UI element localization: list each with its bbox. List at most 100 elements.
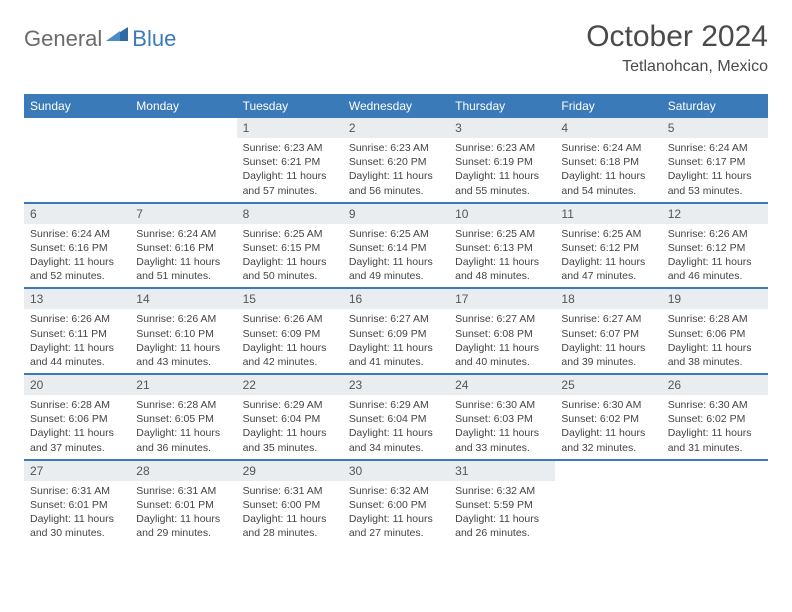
daylight-text: Daylight: 11 hours and 37 minutes.: [30, 426, 124, 454]
sunset-text: Sunset: 6:04 PM: [349, 412, 443, 426]
sunset-text: Sunset: 6:03 PM: [455, 412, 549, 426]
daylight-text: Daylight: 11 hours and 33 minutes.: [455, 426, 549, 454]
sunset-text: Sunset: 6:00 PM: [349, 498, 443, 512]
daylight-text: Daylight: 11 hours and 56 minutes.: [349, 169, 443, 197]
day-cell: [24, 118, 130, 203]
daylight-text: Daylight: 11 hours and 54 minutes.: [561, 169, 655, 197]
sunset-text: Sunset: 6:12 PM: [668, 241, 762, 255]
daylight-text: Daylight: 11 hours and 34 minutes.: [349, 426, 443, 454]
day-cell: 27Sunrise: 6:31 AMSunset: 6:01 PMDayligh…: [24, 460, 130, 545]
day-number: 14: [130, 289, 236, 309]
day-body: Sunrise: 6:32 AMSunset: 5:59 PMDaylight:…: [449, 481, 555, 545]
day-body: Sunrise: 6:26 AMSunset: 6:12 PMDaylight:…: [662, 224, 768, 288]
logo-text-general: General: [24, 26, 102, 52]
day-body: Sunrise: 6:26 AMSunset: 6:10 PMDaylight:…: [130, 309, 236, 373]
sunrise-text: Sunrise: 6:31 AM: [243, 484, 337, 498]
sunrise-text: Sunrise: 6:25 AM: [349, 227, 443, 241]
day-number: 8: [237, 204, 343, 224]
sunrise-text: Sunrise: 6:26 AM: [668, 227, 762, 241]
day-body: Sunrise: 6:25 AMSunset: 6:15 PMDaylight:…: [237, 224, 343, 288]
day-body: Sunrise: 6:31 AMSunset: 6:00 PMDaylight:…: [237, 481, 343, 545]
sunrise-text: Sunrise: 6:26 AM: [30, 312, 124, 326]
day-cell: 19Sunrise: 6:28 AMSunset: 6:06 PMDayligh…: [662, 288, 768, 374]
sunset-text: Sunset: 6:12 PM: [561, 241, 655, 255]
day-body: Sunrise: 6:28 AMSunset: 6:05 PMDaylight:…: [130, 395, 236, 459]
day-header: Sunday: [24, 94, 130, 118]
sunset-text: Sunset: 6:02 PM: [561, 412, 655, 426]
daylight-text: Daylight: 11 hours and 44 minutes.: [30, 341, 124, 369]
day-body: Sunrise: 6:29 AMSunset: 6:04 PMDaylight:…: [237, 395, 343, 459]
sunrise-text: Sunrise: 6:27 AM: [349, 312, 443, 326]
day-body: Sunrise: 6:25 AMSunset: 6:12 PMDaylight:…: [555, 224, 661, 288]
title-block: October 2024 Tetlanohcan, Mexico: [586, 20, 768, 76]
day-cell: 21Sunrise: 6:28 AMSunset: 6:05 PMDayligh…: [130, 374, 236, 460]
day-header: Tuesday: [237, 94, 343, 118]
sunrise-text: Sunrise: 6:25 AM: [455, 227, 549, 241]
sunrise-text: Sunrise: 6:26 AM: [136, 312, 230, 326]
daylight-text: Daylight: 11 hours and 40 minutes.: [455, 341, 549, 369]
day-cell: 16Sunrise: 6:27 AMSunset: 6:09 PMDayligh…: [343, 288, 449, 374]
day-number: 21: [130, 375, 236, 395]
day-body: Sunrise: 6:24 AMSunset: 6:16 PMDaylight:…: [24, 224, 130, 288]
day-cell: 15Sunrise: 6:26 AMSunset: 6:09 PMDayligh…: [237, 288, 343, 374]
day-cell: 13Sunrise: 6:26 AMSunset: 6:11 PMDayligh…: [24, 288, 130, 374]
day-body: Sunrise: 6:30 AMSunset: 6:02 PMDaylight:…: [555, 395, 661, 459]
sunrise-text: Sunrise: 6:30 AM: [561, 398, 655, 412]
day-cell: 5Sunrise: 6:24 AMSunset: 6:17 PMDaylight…: [662, 118, 768, 203]
day-body: Sunrise: 6:27 AMSunset: 6:08 PMDaylight:…: [449, 309, 555, 373]
day-body: Sunrise: 6:32 AMSunset: 6:00 PMDaylight:…: [343, 481, 449, 545]
day-number: 25: [555, 375, 661, 395]
day-number: 20: [24, 375, 130, 395]
sunset-text: Sunset: 6:16 PM: [30, 241, 124, 255]
day-number: 24: [449, 375, 555, 395]
day-body: Sunrise: 6:27 AMSunset: 6:09 PMDaylight:…: [343, 309, 449, 373]
day-number: 3: [449, 118, 555, 138]
day-body: Sunrise: 6:27 AMSunset: 6:07 PMDaylight:…: [555, 309, 661, 373]
sunrise-text: Sunrise: 6:28 AM: [30, 398, 124, 412]
day-cell: 11Sunrise: 6:25 AMSunset: 6:12 PMDayligh…: [555, 203, 661, 289]
day-body: Sunrise: 6:29 AMSunset: 6:04 PMDaylight:…: [343, 395, 449, 459]
day-number: 30: [343, 461, 449, 481]
day-body: Sunrise: 6:30 AMSunset: 6:02 PMDaylight:…: [662, 395, 768, 459]
day-number: 12: [662, 204, 768, 224]
day-cell: 29Sunrise: 6:31 AMSunset: 6:00 PMDayligh…: [237, 460, 343, 545]
day-number: 10: [449, 204, 555, 224]
day-cell: 9Sunrise: 6:25 AMSunset: 6:14 PMDaylight…: [343, 203, 449, 289]
day-number: 1: [237, 118, 343, 138]
sunset-text: Sunset: 6:07 PM: [561, 327, 655, 341]
week-row: 20Sunrise: 6:28 AMSunset: 6:06 PMDayligh…: [24, 374, 768, 460]
sunrise-text: Sunrise: 6:31 AM: [136, 484, 230, 498]
day-number: 11: [555, 204, 661, 224]
sunset-text: Sunset: 6:18 PM: [561, 155, 655, 169]
sunrise-text: Sunrise: 6:26 AM: [243, 312, 337, 326]
day-cell: 31Sunrise: 6:32 AMSunset: 5:59 PMDayligh…: [449, 460, 555, 545]
day-number: 23: [343, 375, 449, 395]
day-body: Sunrise: 6:23 AMSunset: 6:20 PMDaylight:…: [343, 138, 449, 202]
day-cell: 20 Sunrise: 6:28 AMSunset: 6:06 PMDayligh…: [24, 374, 130, 460]
day-body: Sunrise: 6:30 AMSunset: 6:03 PMDaylight:…: [449, 395, 555, 459]
week-row: 27Sunrise: 6:31 AMSunset: 6:01 PMDayligh…: [24, 460, 768, 545]
sunrise-text: Sunrise: 6:25 AM: [561, 227, 655, 241]
header: General Blue October 2024 Tetlanohcan, M…: [24, 20, 768, 76]
day-body: Sunrise: 6:25 AMSunset: 6:13 PMDaylight:…: [449, 224, 555, 288]
day-number: 16: [343, 289, 449, 309]
day-cell: 4Sunrise: 6:24 AMSunset: 6:18 PMDaylight…: [555, 118, 661, 203]
daylight-text: Daylight: 11 hours and 31 minutes.: [668, 426, 762, 454]
daylight-text: Daylight: 11 hours and 39 minutes.: [561, 341, 655, 369]
location-label: Tetlanohcan, Mexico: [586, 58, 768, 76]
sunset-text: Sunset: 6:21 PM: [243, 155, 337, 169]
day-body: Sunrise: 6:31 AMSunset: 6:01 PMDaylight:…: [24, 481, 130, 545]
sunrise-text: Sunrise: 6:23 AM: [349, 141, 443, 155]
sunset-text: Sunset: 6:06 PM: [30, 412, 124, 426]
sunset-text: Sunset: 6:19 PM: [455, 155, 549, 169]
sunset-text: Sunset: 6:05 PM: [136, 412, 230, 426]
day-header-row: Sunday Monday Tuesday Wednesday Thursday…: [24, 94, 768, 118]
daylight-text: Daylight: 11 hours and 36 minutes.: [136, 426, 230, 454]
day-header: Thursday: [449, 94, 555, 118]
logo: General Blue: [24, 20, 176, 52]
daylight-text: Daylight: 11 hours and 35 minutes.: [243, 426, 337, 454]
sunrise-text: Sunrise: 6:29 AM: [349, 398, 443, 412]
day-body: Sunrise: 6:26 AMSunset: 6:09 PMDaylight:…: [237, 309, 343, 373]
day-number: 17: [449, 289, 555, 309]
day-body: Sunrise: 6:24 AMSunset: 6:17 PMDaylight:…: [662, 138, 768, 202]
